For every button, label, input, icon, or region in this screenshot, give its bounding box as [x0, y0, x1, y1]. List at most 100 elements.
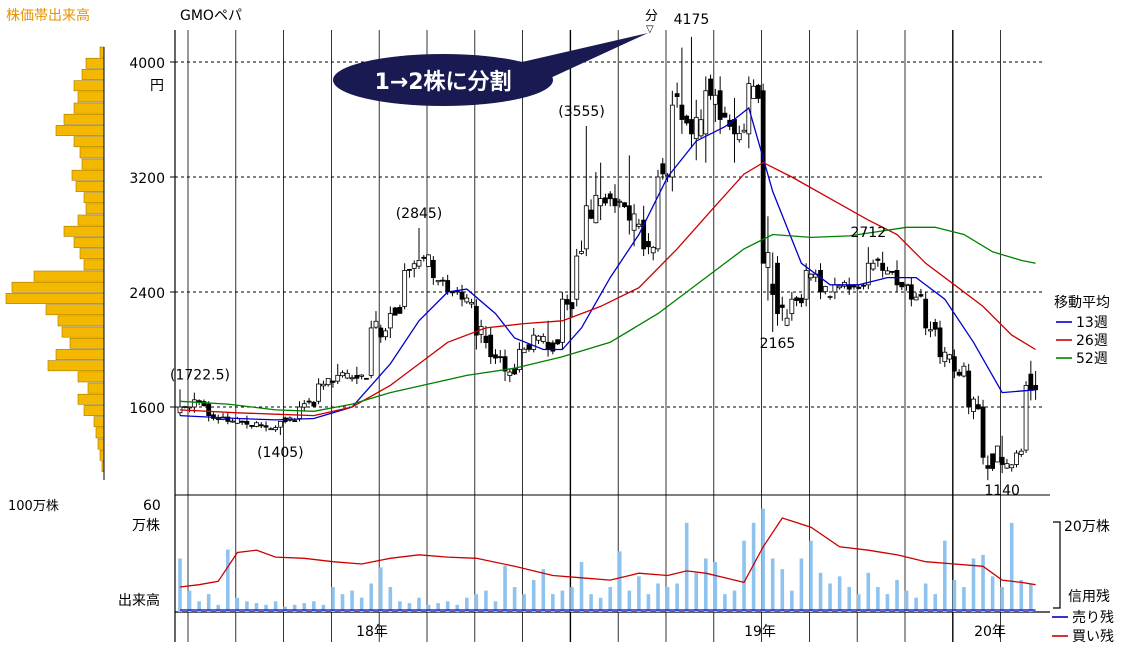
candle-down: [493, 354, 498, 359]
candle-up: [994, 445, 1000, 463]
volume-profile-bar: [55, 125, 105, 136]
candle-up: [698, 119, 704, 137]
candle-up: [540, 336, 546, 342]
candle-up: [928, 329, 933, 332]
candle-down: [378, 327, 384, 338]
candle-down: [856, 286, 862, 289]
candle-up: [870, 262, 876, 270]
volume-bar: [751, 522, 756, 612]
candlesticks: [177, 36, 1039, 481]
ma-legend-label: 52週: [1076, 351, 1108, 367]
year-label: 20年: [974, 624, 1006, 640]
candle-down: [679, 104, 685, 120]
candle-down: [660, 163, 666, 175]
candle-up: [234, 418, 240, 424]
candle-down: [641, 219, 647, 250]
time-axis: 18年 19年 20年: [356, 624, 1006, 640]
volume-bar: [608, 587, 612, 612]
candle-up: [301, 403, 307, 408]
volume-bar: [981, 554, 985, 612]
candle-down: [775, 262, 780, 314]
candle-up: [469, 302, 474, 305]
volume-bar: [426, 604, 431, 612]
price-tick-label: 4000: [129, 56, 165, 72]
price-annotation: (2845): [396, 206, 443, 222]
volume-bar: [465, 597, 469, 612]
margin-label: 信用残: [1068, 589, 1110, 605]
volume-profile-bar: [83, 259, 105, 271]
candle-up: [383, 330, 388, 338]
candle-up: [373, 320, 379, 328]
candle-down: [588, 209, 594, 219]
candle-up: [598, 198, 604, 207]
volume-bar: [971, 558, 976, 612]
price-annotations: (1722.5) (1405) (2845) (3555) 4175 2165 2712 11…: [170, 12, 1020, 499]
candle-down: [622, 202, 627, 208]
volume-profile-bar: [69, 337, 105, 349]
candle-down: [937, 327, 943, 358]
volume-bar: [264, 604, 268, 612]
candle-down: [550, 342, 556, 352]
candle-down: [908, 284, 914, 300]
candle-down: [263, 425, 269, 428]
volume-bar: [770, 558, 775, 612]
price-tick-label: 1600: [129, 401, 165, 417]
volume-bar: [254, 603, 259, 612]
candle-up: [913, 296, 919, 301]
volume-bar: [761, 508, 765, 612]
candle-up: [416, 259, 422, 267]
volume-bar: [245, 601, 249, 612]
volume-profile-bar: [71, 169, 105, 181]
candle-down: [502, 356, 508, 372]
volume-bar: [876, 587, 880, 612]
volume-bar: [704, 558, 708, 612]
candle-down: [430, 259, 436, 279]
candle-up: [808, 273, 814, 279]
candle-down: [445, 280, 451, 293]
candle-up: [325, 378, 331, 386]
candle-up: [655, 176, 661, 250]
price-annotation: 2165: [760, 336, 796, 352]
candle-down: [215, 418, 221, 421]
candle-up: [865, 262, 871, 286]
volume-bar: [990, 576, 995, 612]
volume-bar: [713, 562, 718, 612]
candle-down: [990, 453, 995, 469]
candle-up: [961, 365, 967, 377]
candle-down: [851, 285, 857, 288]
volume-bar: [923, 583, 928, 612]
candle-up: [784, 317, 790, 326]
candle-down: [473, 305, 479, 336]
candle-down: [364, 377, 369, 380]
volume-profile-bar: [81, 158, 105, 170]
volume-bar: [551, 594, 555, 612]
candle-up: [942, 351, 948, 363]
volume-bar: [742, 540, 746, 612]
candle-up: [516, 349, 522, 371]
candle-up: [751, 85, 756, 99]
candle-up: [636, 223, 642, 227]
split-marker: 分: [645, 9, 658, 24]
volume-bar: [1019, 579, 1024, 612]
volume-bar: [837, 576, 842, 612]
ma-legend: 13週 26週 52週: [1056, 315, 1108, 367]
candle-down: [799, 297, 804, 304]
volume-bar: [1029, 583, 1033, 612]
candle-down: [354, 374, 360, 379]
volume-profile-bar: [73, 136, 105, 148]
candle-down: [397, 306, 403, 314]
ma-13-line: [179, 106, 1036, 421]
volume-profile-bar: [77, 91, 105, 103]
candle-down: [966, 370, 972, 408]
volume-bar: [933, 594, 938, 612]
volume-bar: [895, 579, 899, 612]
volume-bar: [226, 549, 230, 612]
volume-bar: [398, 601, 402, 612]
volume-profile-bar: [85, 203, 105, 215]
volume-profile-bar: [93, 416, 105, 428]
volume-bar: [417, 597, 421, 612]
candle-down: [717, 90, 723, 120]
price-axis: 1600 2400 3200 4000: [129, 56, 175, 417]
candle-up: [191, 399, 197, 408]
volume-bar: [694, 572, 699, 612]
